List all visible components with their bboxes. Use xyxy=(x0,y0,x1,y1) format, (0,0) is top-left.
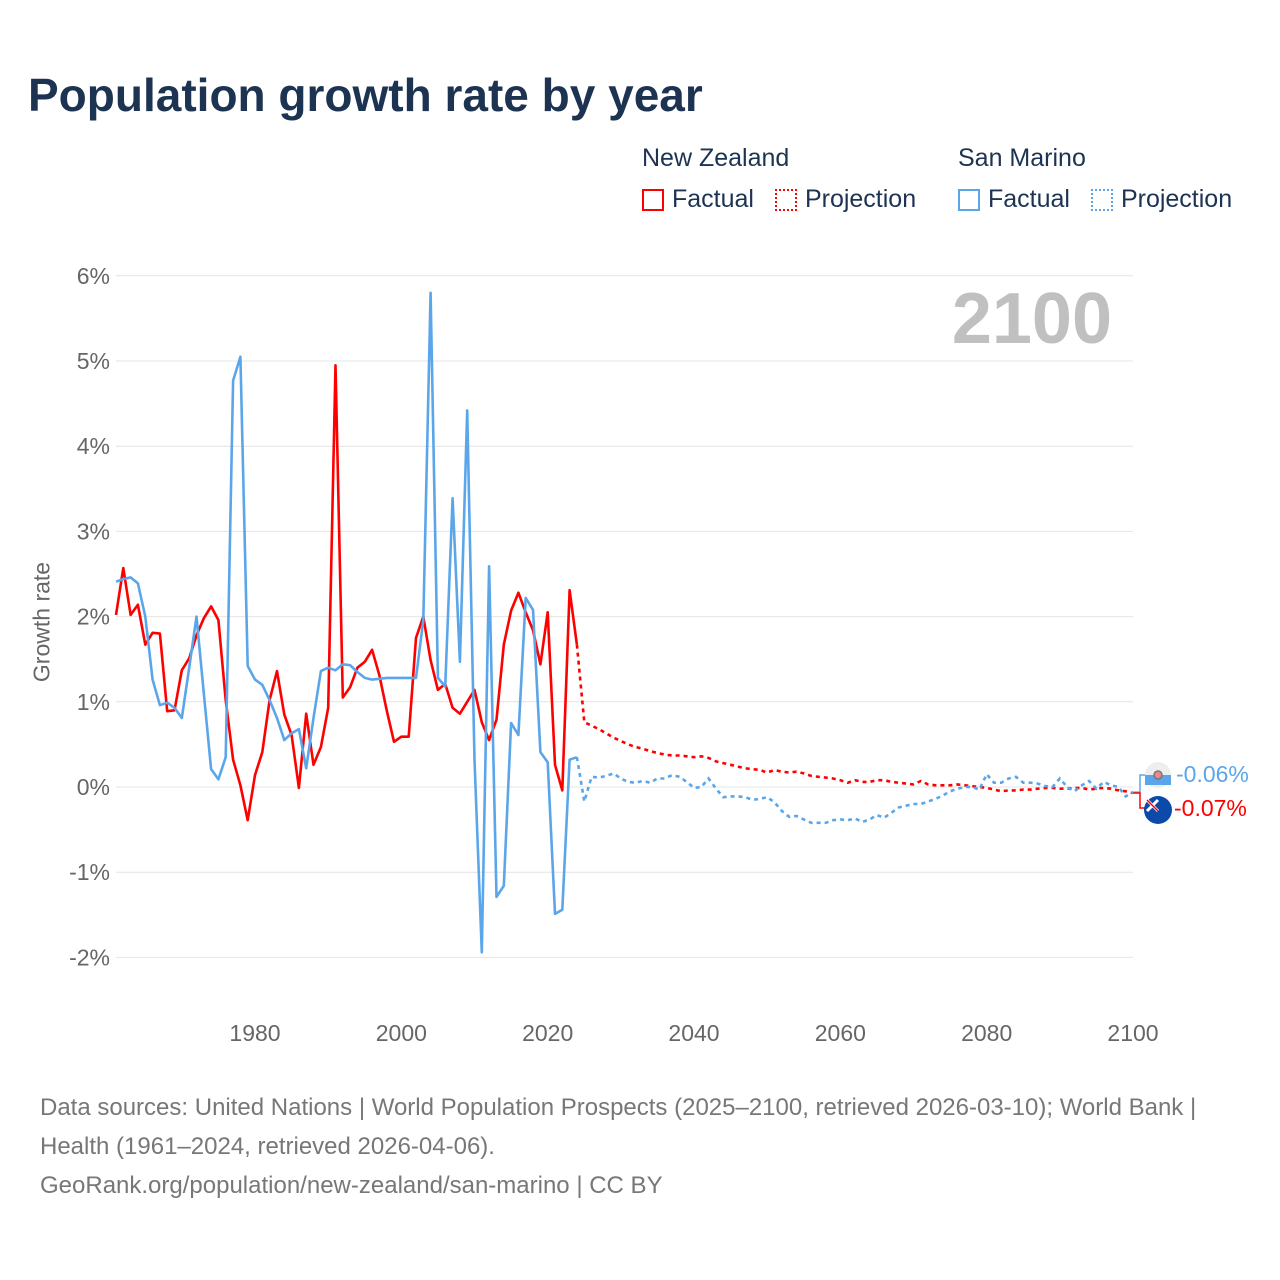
x-tick-label: 2040 xyxy=(668,1020,719,1046)
series-line-san-marino-factual xyxy=(115,291,578,954)
legend-label: Factual xyxy=(672,185,754,213)
source-note: Data sources: United Nations | World Pop… xyxy=(40,1088,1240,1205)
x-tick-label: 2000 xyxy=(376,1020,427,1046)
source-link[interactable]: GeoRank.org/population/new-zealand/san-m… xyxy=(40,1172,663,1199)
legend-new-zealand: New Zealand Factual Projection xyxy=(642,144,930,218)
end-label-san-marino: -0.06% xyxy=(1176,761,1249,787)
flag-union-cross xyxy=(1146,799,1159,812)
y-tick-label: 0% xyxy=(77,774,110,800)
legend-item-sm-factual[interactable]: Factual xyxy=(958,185,1070,214)
x-tick-label: 2020 xyxy=(522,1020,573,1046)
legend-swatch xyxy=(642,188,664,211)
legend-swatch xyxy=(958,188,980,211)
y-tick-label: -2% xyxy=(69,944,110,970)
leader-line xyxy=(1133,774,1146,793)
legend-item-nz-projection[interactable]: Projection xyxy=(774,185,917,214)
x-tick-label: 2080 xyxy=(961,1020,1012,1046)
legend-group-name: New Zealand xyxy=(642,144,790,172)
y-tick-label: 4% xyxy=(77,433,110,459)
legend-san-marino: San Marino Factual Projection xyxy=(958,144,1246,218)
series-line-san-marino-projection xyxy=(575,756,1134,825)
x-tick-label: 2060 xyxy=(815,1020,866,1046)
x-tick-label: 2100 xyxy=(1107,1020,1158,1046)
series-line-new-zealand-projection xyxy=(575,644,1134,795)
legend-item-sm-projection[interactable]: Projection xyxy=(1090,185,1233,214)
flag-emblem xyxy=(1153,770,1163,780)
y-tick-label: 1% xyxy=(77,689,110,715)
series-line-new-zealand-factual xyxy=(114,363,579,822)
source-line: Data sources: United Nations | World Pop… xyxy=(40,1094,1197,1160)
y-tick-label: 2% xyxy=(77,604,110,630)
end-label-new-zealand: -0.07% xyxy=(1174,795,1247,821)
y-tick-label: 3% xyxy=(77,518,110,544)
legend-swatch xyxy=(1090,188,1113,211)
year-watermark: 2100 xyxy=(952,279,1112,359)
legend-label: Projection xyxy=(1120,185,1233,213)
leader-line xyxy=(1133,792,1146,809)
legend-label: Projection xyxy=(804,185,917,213)
x-tick-label: 1980 xyxy=(229,1020,280,1046)
legend-swatch xyxy=(774,188,797,211)
y-tick-label: -1% xyxy=(69,859,110,885)
chart-plot: 6% 5% 4% 3% 2% 1% 0% -1% -2% 1980 2000 2020 2040 2060… xyxy=(69,263,1249,1046)
legend-label: Factual xyxy=(988,185,1070,213)
legend-item-nz-factual[interactable]: Factual xyxy=(642,185,754,214)
y-tick-label: 6% xyxy=(77,263,110,289)
y-tick-label: 5% xyxy=(77,348,110,374)
legend-group-name: San Marino xyxy=(958,144,1086,172)
chart-title: Population growth rate by year xyxy=(28,69,703,121)
flag-band xyxy=(1145,775,1171,785)
